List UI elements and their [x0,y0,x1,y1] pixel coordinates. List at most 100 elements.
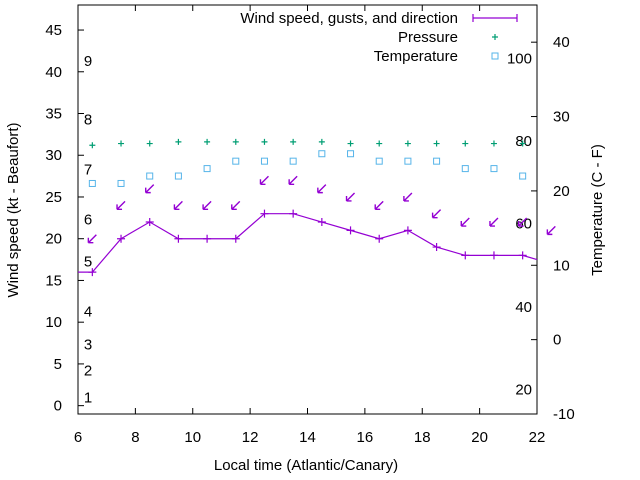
y-tick-labels: 0 5 10 15 20 25 30 35 40 45 [45,22,62,415]
x-tick-label: 12 [242,429,259,446]
temperature-point [318,150,326,158]
x-tick-label: 22 [529,429,546,446]
beaufort-label: 6 [84,212,92,229]
y-tick-label: 0 [54,398,62,415]
y-axis-label: Wind speed (kt - Beaufort) [5,122,22,297]
pressure-point [404,140,411,147]
fahrenheit-label: 40 [515,299,532,316]
wind-direction-arrow [259,175,269,185]
pressure-point [519,140,526,147]
y-tick-label: 15 [45,272,62,289]
beaufort-label: 5 [84,253,92,270]
legend-swatch-temperature [491,52,499,60]
x-tick-label: 18 [414,429,431,446]
x-tick-label: 6 [74,429,82,446]
fahrenheit-labels: 20 40 60 80 100 [507,51,532,399]
temperature-point [347,150,355,158]
pressure-point [118,140,125,147]
legend-label-wind: Wind speed, gusts, and direction [240,10,458,27]
fahrenheit-label: 80 [515,133,532,150]
wind-speed-point [489,251,498,260]
wind-speed-point [346,226,355,235]
wind-speed-point [432,243,441,252]
wind-speed-point [289,209,298,218]
wind-speed-point [203,234,212,243]
y-tick-label: 35 [45,106,62,123]
wind-speed-point [518,251,527,260]
y-tick-label: 45 [45,22,62,39]
fahrenheit-label: 20 [515,381,532,398]
y2-tick-label: 30 [553,109,570,126]
wind-direction-arrow [116,200,126,211]
temperature-point [203,165,211,173]
wind-speed-point [174,234,183,243]
wind-direction-arrow [546,225,556,236]
wind-direction-arrow [231,200,241,211]
y-tick-label: 25 [45,189,62,206]
wind-direction-arrow [202,200,212,211]
wind-direction-arrow [173,200,183,211]
legend-label-temperature: Temperature [374,48,458,65]
wind-direction-arrow [145,184,155,194]
y-tick-label: 20 [45,231,62,248]
axis-ticks [77,5,538,415]
wind-direction-arrow [374,200,384,211]
pressure-point [376,140,383,147]
temperature-point [433,157,441,165]
beaufort-label: 2 [84,363,92,380]
beaufort-labels: 1 2 3 4 5 6 7 8 9 [84,53,92,406]
wind-speed-line [78,213,538,273]
x-tick-label: 10 [184,429,201,446]
legend: Wind speed, gusts, and direction Pressure… [240,10,518,65]
beaufort-label: 4 [84,303,92,320]
temperature-point [404,157,412,165]
beaufort-label: 1 [84,389,92,406]
temperature-point [519,172,527,180]
temperature-point [88,179,96,187]
y2-tick-label: 40 [553,34,570,51]
pressure-point [261,138,268,145]
y-tick-label: 40 [45,64,62,81]
y2-tick-label: -10 [553,406,575,423]
pressure-point [232,138,239,145]
x-tick-label: 16 [357,429,374,446]
pressure-point [204,138,211,145]
y-tick-label: 10 [45,314,62,331]
temperature-series [88,150,527,187]
pressure-point [433,140,440,147]
temperature-point [174,172,182,180]
wind-speed-point [375,234,384,243]
legend-swatch-wind-caps [472,14,518,22]
wind-direction-arrow [317,184,327,194]
temperature-point [117,179,125,187]
x-tick-label: 8 [131,429,139,446]
pressure-point [146,140,153,147]
legend-label-pressure: Pressure [398,29,458,46]
wind-speed-series [78,209,538,277]
wind-speed-point [231,234,240,243]
wind-speed-point [88,268,97,277]
wind-direction-arrow [517,217,528,227]
wind-speed-point [260,209,269,218]
temperature-point [260,157,268,165]
x-tick-label: 20 [471,429,488,446]
temperature-point [461,165,469,173]
temperature-point [375,157,383,165]
wind-speed-point [117,234,126,243]
pressure-point [462,140,469,147]
wind-speed-point [403,226,412,235]
temperature-point [490,165,498,173]
wind-direction-arrow [288,175,298,185]
fahrenheit-label: 100 [507,51,532,68]
wind-direction-arrow [87,234,97,244]
pressure-point [347,140,354,147]
pressure-series [89,138,526,149]
beaufort-label: 8 [84,111,92,128]
wind-direction-arrow [403,192,413,202]
beaufort-label: 3 [84,337,92,354]
pressure-point [490,140,497,147]
beaufort-label: 9 [84,53,92,70]
x-tick-label: 14 [299,429,316,446]
pressure-point [175,138,182,145]
